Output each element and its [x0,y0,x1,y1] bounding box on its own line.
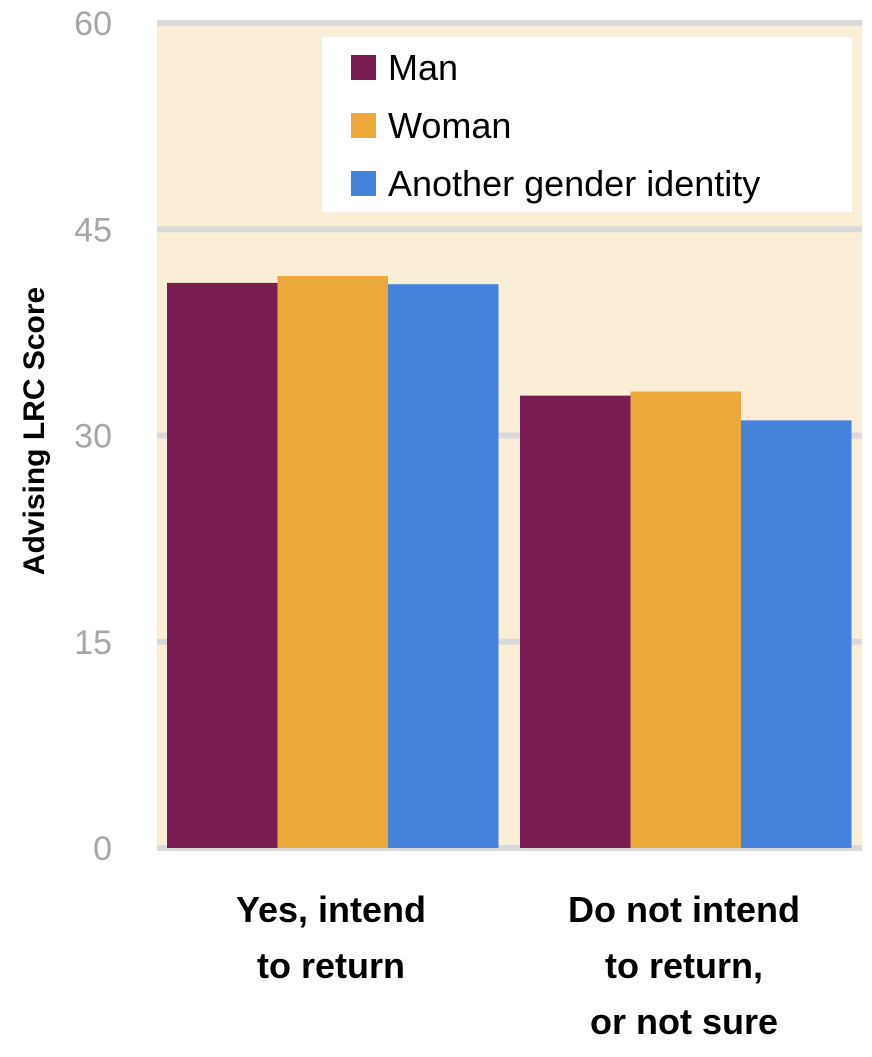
legend-box [322,37,852,212]
y-axis-title: Advising LRC Score [18,287,51,575]
x-axis-categories: Yes, intend to return Do not intend to retu… [236,889,800,1042]
y-tick-label: 45 [74,211,112,249]
bar-man-2 [520,395,631,848]
x-category-label: to return [257,945,405,986]
x-category-label: Yes, intend [236,889,426,930]
bars [167,276,852,848]
y-tick-label: 15 [74,624,112,662]
bar-woman-1 [277,276,388,848]
y-tick-label: 30 [74,418,112,456]
legend-swatch-woman [351,113,376,138]
x-category-label: or not sure [590,1001,778,1042]
legend-label: Woman [388,105,511,146]
legend: Man Woman Another gender identity [322,37,852,212]
y-tick-label: 0 [93,830,112,868]
legend-label: Man [388,47,458,88]
bar-man-1 [167,282,278,848]
x-category-label: Do not intend [568,889,800,930]
legend-swatch-another-gender-identity [351,171,376,196]
y-axis-ticks: 0 15 30 45 60 [74,5,112,868]
bar-another-gender-identity-1 [388,284,499,848]
x-category-label: to return, [605,945,763,986]
legend-swatch-man [351,55,376,80]
bar-woman-2 [630,391,741,848]
legend-label: Another gender identity [388,163,760,204]
bar-another-gender-identity-2 [741,420,852,848]
y-tick-label: 60 [74,5,112,43]
